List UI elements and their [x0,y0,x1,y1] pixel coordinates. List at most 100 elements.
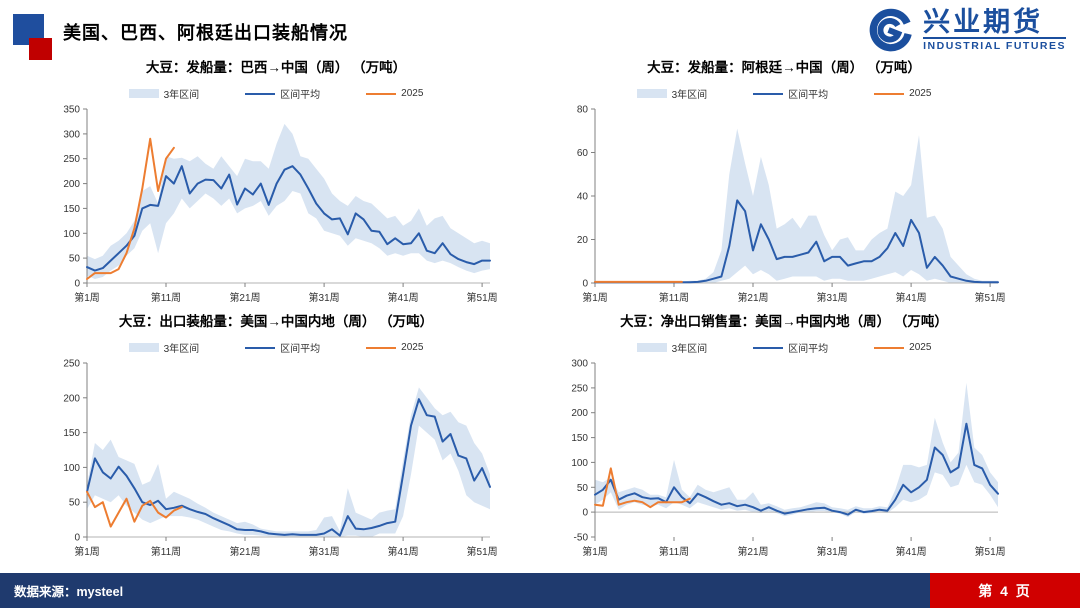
line-2025-swatch-icon [874,346,905,349]
svg-text:第21周: 第21周 [229,545,260,558]
logo-name-cn: 兴业期货 [923,6,1044,37]
svg-text:第31周: 第31周 [309,291,340,304]
chart-plot: 0 50 100 150 200 250 第1周 第11周 第21周 第31周 第41周 第51周 [63,359,498,559]
chart-legend: 3年区间 区间平均 2025 [50,86,502,101]
legend-label: 区间平均 [788,90,829,101]
svg-text:300: 300 [571,359,588,370]
line-2025-swatch-icon [874,92,905,95]
svg-text:第11周: 第11周 [659,545,689,558]
legend-item-2025: 2025 [874,342,931,353]
svg-text:第51周: 第51周 [467,291,498,304]
legend-label: 2025 [401,342,424,353]
svg-text:第1周: 第1周 [582,291,608,304]
chart-title: 大豆：发船量：阿根廷→中国（周） （万吨） [647,60,921,75]
logo-name-en: INDUSTRIAL FUTURES [923,36,1066,52]
band-swatch-icon [636,89,667,98]
data-source-label: 数据来源：mysteel [14,585,124,599]
chart-plot: 0 20 40 60 80 第1周 第11周 第21周 第31周 第41周 第51周 [577,105,1006,305]
chart-us-to-china-export-shipments: 大豆：出口装船量：美国→中国内地（周） （万吨） 3年区间 区间平均 2025 … [50,310,502,562]
chart-plot: -50 0 50 100 150 200 250 300 第1周 第11周 第21周 第31周 第41周… [571,359,1006,559]
legend-item-band: 3年区间 [128,340,200,355]
svg-text:第21周: 第21周 [737,291,768,304]
band-swatch-icon [636,343,667,352]
chart-legend: 3年区间 区间平均 2025 [558,86,1010,101]
svg-text:第11周: 第11周 [151,545,181,558]
chart-argentina-to-china-shipments: 大豆：发船量：阿根廷→中国（周） （万吨） 3年区间 区间平均 2025 0 20… [558,56,1010,308]
legend-label: 2025 [909,88,932,99]
svg-text:200: 200 [63,179,80,190]
legend-item-band: 3年区间 [636,340,708,355]
svg-text:第31周: 第31周 [309,545,340,558]
page-number-box: 第 4 页 [930,573,1080,608]
legend-label: 区间平均 [280,90,321,101]
chart-plot: 0 50 100 150 200 250 300 350 第1周 第11周 第21周 第31周 第41周… [63,105,498,305]
company-logo: 兴业期货 INDUSTRIAL FUTURES [867,6,1066,53]
svg-text:第41周: 第41周 [388,545,419,558]
mean-line-swatch-icon [245,92,276,95]
chart-title: 大豆：出口装船量：美国→中国内地（周） （万吨） [118,314,434,329]
svg-text:第21周: 第21周 [229,291,260,304]
svg-text:第1周: 第1周 [74,291,100,304]
legend-item-2025: 2025 [366,342,423,353]
svg-text:0: 0 [74,533,80,544]
svg-text:250: 250 [571,383,588,394]
svg-text:250: 250 [63,154,80,165]
svg-text:第1周: 第1周 [582,545,608,558]
svg-text:300: 300 [63,129,80,140]
legend-label: 区间平均 [280,344,321,355]
svg-text:第41周: 第41周 [388,291,419,304]
svg-text:100: 100 [63,229,80,240]
chart-us-to-china-net-export-sales: 大豆：净出口销售量：美国→中国内地（周） （万吨） 3年区间 区间平均 2025… [558,310,1010,562]
legend-item-2025: 2025 [366,88,423,99]
svg-text:第41周: 第41周 [896,545,927,558]
legend-item-mean: 区间平均 [753,340,828,355]
page-title: 美国、巴西、阿根廷出口装船情况 [63,23,348,43]
legend-item-mean: 区间平均 [245,340,320,355]
svg-text:第51周: 第51周 [467,545,498,558]
svg-text:第31周: 第31周 [817,291,848,304]
mean-line-swatch-icon [753,92,784,95]
svg-text:第1周: 第1周 [74,545,100,558]
svg-text:80: 80 [577,105,589,116]
svg-text:-50: -50 [574,533,589,544]
svg-text:60: 60 [577,148,589,159]
legend-label: 3年区间 [163,344,200,355]
svg-text:200: 200 [63,393,80,404]
line-2025-swatch-icon [366,92,397,95]
svg-text:第51周: 第51周 [975,291,1006,304]
legend-label: 2025 [909,342,932,353]
mean-line-swatch-icon [245,346,276,349]
legend-item-mean: 区间平均 [753,86,828,101]
svg-text:第21周: 第21周 [737,545,768,558]
svg-text:第11周: 第11周 [659,291,689,304]
svg-text:40: 40 [577,192,589,203]
svg-text:第11周: 第11周 [151,291,181,304]
svg-text:20: 20 [577,235,589,246]
mean-line-swatch-icon [753,346,784,349]
legend-item-band: 3年区间 [636,86,708,101]
svg-text:150: 150 [571,433,588,444]
legend-item-mean: 区间平均 [245,86,320,101]
band-swatch-icon [128,89,159,98]
legend-label: 3年区间 [671,344,708,355]
logo-swirl-icon [869,8,912,52]
chart-title: 大豆：发船量：巴西→中国（周） （万吨） [145,60,407,75]
legend-label: 3年区间 [671,90,708,101]
band-swatch-icon [128,343,159,352]
svg-text:100: 100 [63,463,80,474]
legend-label: 3年区间 [163,90,200,101]
legend-item-band: 3年区间 [128,86,200,101]
svg-text:100: 100 [571,458,588,469]
svg-text:0: 0 [74,279,80,290]
svg-text:第51周: 第51周 [975,545,1006,558]
chart-brazil-to-china-shipments: 大豆：发船量：巴西→中国（周） （万吨） 3年区间 区间平均 2025 0 50 1… [50,56,502,308]
legend-label: 2025 [401,88,424,99]
line-2025-swatch-icon [366,346,397,349]
legend-label: 区间平均 [788,344,829,355]
page-number: 第 4 页 [978,582,1032,599]
svg-text:第41周: 第41周 [896,291,927,304]
svg-text:50: 50 [69,254,81,265]
svg-text:0: 0 [582,279,588,290]
svg-text:150: 150 [63,204,80,215]
